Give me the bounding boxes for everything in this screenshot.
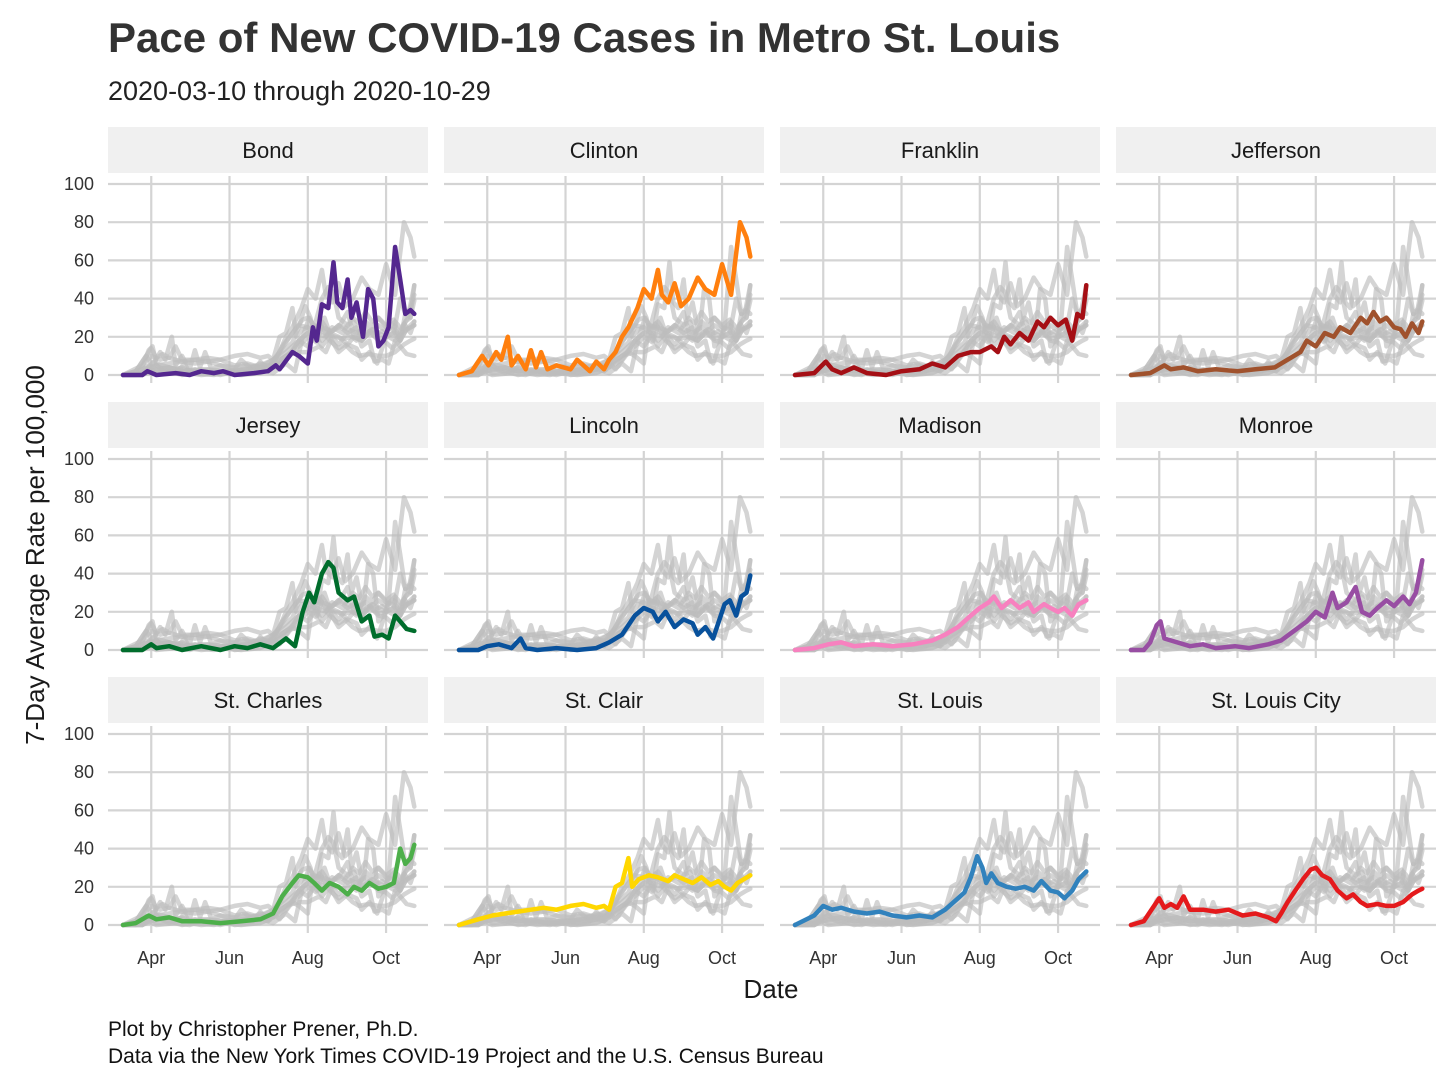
background-series-line [1128,590,1425,653]
caption-source: Data via the New York Times COVID-19 Pro… [108,1045,824,1068]
x-tick-label: Oct [372,948,400,968]
background-series-line [1128,315,1425,378]
faceted-line-chart: Bond 0 20 40 60 80 100 Clinton Franklin Jefferson… [20,127,1436,1004]
panel-clinton: Clinton [444,127,764,383]
strip-jersey [108,402,428,448]
x-axis-title: Date [744,974,799,1004]
y-tick-label: 60 [74,800,94,820]
x-tick-label: Jun [551,948,580,968]
panel-st-louis: St. Louis Apr Jun Aug Oct [780,677,1100,968]
x-tick-label: Oct [1044,948,1072,968]
strip-lincoln [444,402,764,448]
y-tick-label: 0 [84,915,94,935]
strip-madison [780,402,1100,448]
background-series-line [792,315,1089,378]
series-line-st-louis [792,853,1089,928]
x-tick-label: Oct [1380,948,1408,968]
x-tick-label: Apr [473,948,501,968]
y-tick-label: 20 [74,602,94,622]
x-tick-label: Apr [1145,948,1173,968]
strip-monroe [1116,402,1436,448]
strip-label-st-louis-city: St. Louis City [1211,688,1341,713]
y-axis-title: 7-Day Average Rate per 100,000 [20,365,50,745]
chart-title: Pace of New COVID-19 Cases in Metro St. … [108,14,1061,61]
y-tick-label: 20 [74,327,94,347]
x-tick-label: Jun [1223,948,1252,968]
x-tick-label: Aug [628,948,660,968]
strip-label-franklin: Franklin [901,138,979,163]
series-line-st-charles [120,842,417,928]
strip-clinton [444,127,764,173]
strip-label-lincoln: Lincoln [569,413,639,438]
strip-label-monroe: Monroe [1239,413,1314,438]
caption-author: Plot by Christopher Prener, Ph.D. [108,1018,419,1041]
x-tick-label: Aug [1300,948,1332,968]
strip-bond [108,127,428,173]
y-tick-label: 100 [64,449,94,469]
y-tick-label: 80 [74,212,94,232]
strip-label-jersey: Jersey [236,413,301,438]
series-line-bond [120,244,417,378]
strip-st-clair [444,677,764,723]
x-tick-label: Aug [292,948,324,968]
panel-bond: Bond 0 20 40 60 80 100 [64,127,428,385]
strip-label-clinton: Clinton [570,138,638,163]
panel-franklin: Franklin [780,127,1100,383]
y-tick-label: 80 [74,762,94,782]
series-line-madison [792,594,1089,653]
y-tick-label: 40 [74,839,94,859]
background-series-line [120,315,417,378]
panel-monroe: Monroe [1116,402,1436,658]
series-line-jefferson [1128,309,1425,378]
x-tick-label: Apr [809,948,837,968]
background-series-line [456,865,753,928]
series-line-jersey [120,559,417,653]
panel-st-louis-city: St. Louis City Apr Jun Aug Oct [1116,677,1436,968]
panel-st-charles: St. Charles 0 20 40 60 80 100 Apr Jun Aug Oct [64,677,428,968]
strip-label-bond: Bond [242,138,293,163]
x-tick-label: Aug [964,948,996,968]
strip-label-st-charles: St. Charles [214,688,323,713]
strip-label-st-clair: St. Clair [565,688,643,713]
y-tick-label: 80 [74,487,94,507]
strip-st-louis-city [1116,677,1436,723]
strip-jefferson [1116,127,1436,173]
series-line-st-clair [456,855,753,928]
y-tick-label: 60 [74,525,94,545]
panel-madison: Madison [780,402,1100,658]
chart-subtitle: 2020-03-10 through 2020-10-29 [108,76,491,106]
series-line-st-louis-city [1128,865,1425,928]
strip-label-madison: Madison [898,413,981,438]
panel-lincoln: Lincoln [444,402,764,658]
x-tick-label: Jun [887,948,916,968]
y-tick-label: 100 [64,174,94,194]
strip-label-st-louis: St. Louis [897,688,983,713]
strip-franklin [780,127,1100,173]
x-tick-label: Jun [215,948,244,968]
y-tick-label: 100 [64,724,94,744]
series-line-monroe [1128,557,1425,653]
panel-jersey: Jersey 0 20 40 60 80 100 [64,402,428,660]
x-tick-label: Apr [137,948,165,968]
strip-st-charles [108,677,428,723]
series-line-lincoln [456,573,753,653]
series-line-clinton [456,219,753,378]
panel-jefferson: Jefferson [1116,127,1436,383]
y-tick-label: 60 [74,250,94,270]
strip-label-jefferson: Jefferson [1231,138,1321,163]
y-tick-label: 40 [74,289,94,309]
y-tick-label: 0 [84,640,94,660]
series-line-franklin [792,282,1089,378]
panel-st-clair: St. Clair Apr Jun Aug Oct [444,677,764,968]
strip-st-louis [780,677,1100,723]
y-tick-label: 20 [74,877,94,897]
x-tick-label: Oct [708,948,736,968]
background-series-line [792,590,1089,653]
y-tick-label: 40 [74,564,94,584]
y-tick-label: 0 [84,365,94,385]
